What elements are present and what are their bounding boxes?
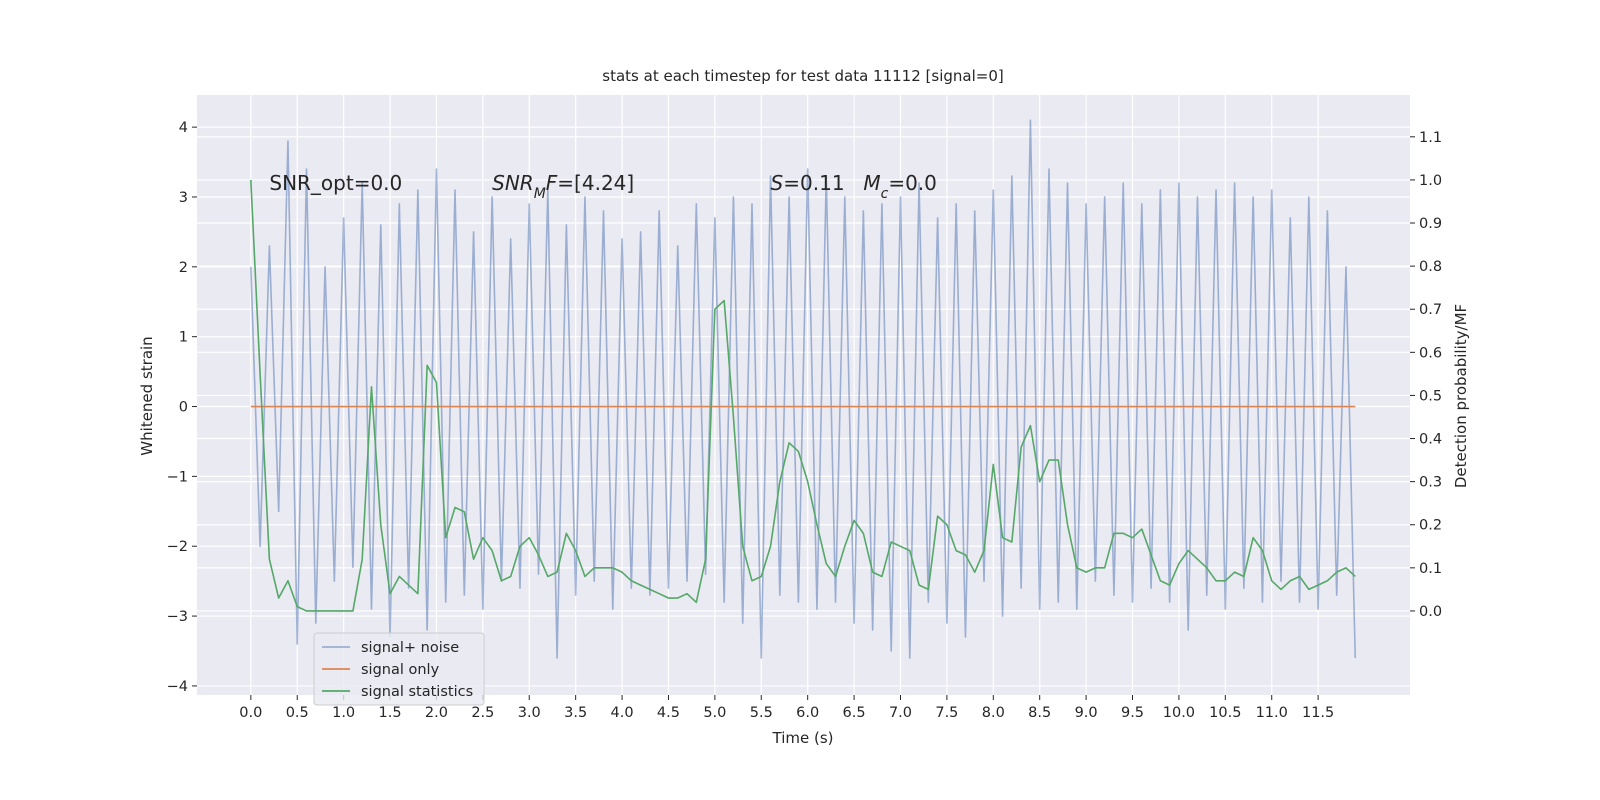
y2-tick-label: 0.5 [1419, 388, 1442, 404]
annotation-part: F [546, 171, 558, 195]
x-tick-label: 8.5 [1028, 705, 1051, 721]
y2-axis-label: Detection probability/MF [1452, 304, 1470, 488]
x-tick-label: 7.0 [889, 705, 912, 721]
y-tick-label: 0 [179, 400, 188, 416]
y2-tick-label: 0.8 [1419, 259, 1442, 275]
annotation-part: S [771, 171, 784, 195]
y-axis-label: Whitened strain [138, 336, 156, 455]
annotation-part: M [863, 171, 880, 195]
legend-label: signal only [361, 662, 440, 678]
y2-tick-label: 0.9 [1419, 216, 1442, 232]
x-tick-label: 11.5 [1302, 705, 1334, 721]
series-line [250, 119, 1357, 659]
y2-tick-label: 1.1 [1419, 130, 1442, 146]
y-tick-label: 3 [179, 190, 188, 206]
y2-tick-label: 1.0 [1419, 173, 1442, 189]
y2-tick-label: 0.4 [1419, 432, 1442, 448]
annotation-part: =0.0 [888, 171, 937, 195]
x-tick-label: 10.5 [1209, 705, 1241, 721]
legend-box [313, 632, 485, 706]
annotation-part: SNR_opt=0.0 [269, 171, 402, 195]
annotation-part: =0.11 [783, 171, 844, 195]
chart-title: stats at each timestep for test data 111… [602, 67, 1003, 85]
y2-tick-label: 0.1 [1419, 561, 1442, 577]
x-tick-label: 4.5 [657, 705, 680, 721]
x-axis-label: Time (s) [772, 729, 834, 747]
x-tick-label: 5.0 [703, 705, 726, 721]
y2-tick-label: 0.2 [1419, 518, 1442, 534]
x-tick-label: 3.5 [564, 705, 587, 721]
annotation-part: SNR [492, 171, 534, 195]
x-tick-label: 5.5 [750, 705, 773, 721]
x-tick-label: 6.0 [796, 705, 819, 721]
y-tick-label: −4 [167, 679, 188, 695]
x-tick-label: 0.0 [239, 705, 262, 721]
series-line [250, 179, 1356, 612]
annotation-part: c [881, 186, 889, 202]
x-tick-label: 11.0 [1256, 705, 1288, 721]
legend-label: signal+ noise [361, 640, 459, 656]
x-tick-label: 10.0 [1163, 705, 1195, 721]
annotation: S=0.11 [771, 171, 845, 195]
x-tick-label: 7.5 [935, 705, 958, 721]
annotation: SNRMF=[4.24] [492, 171, 634, 202]
y-tick-label: −3 [167, 609, 188, 625]
x-tick-label: 8.0 [982, 705, 1005, 721]
y-tick-label: −1 [167, 469, 188, 485]
x-tick-label: 9.0 [1075, 705, 1098, 721]
x-tick-label: 9.5 [1121, 705, 1144, 721]
y2-tick-label: 0.7 [1419, 302, 1442, 318]
y-tick-label: 4 [179, 120, 188, 136]
y2-tick-label: 0.3 [1419, 475, 1442, 491]
x-tick-label: 1.0 [332, 705, 355, 721]
x-tick-label: 0.5 [286, 705, 309, 721]
x-tick-label: 2.0 [425, 705, 448, 721]
y2-tick-label: 0.0 [1419, 604, 1442, 620]
annotation-part: M [534, 186, 546, 202]
y-tick-label: −2 [167, 539, 188, 555]
annotation: Mc=0.0 [863, 171, 937, 202]
annotation-part: =[4.24] [557, 171, 634, 195]
annotation: SNR_opt=0.0 [269, 171, 402, 195]
x-tick-label: 1.5 [379, 705, 402, 721]
x-tick-label: 3.0 [518, 705, 541, 721]
x-tick-label: 2.5 [471, 705, 494, 721]
x-tick-label: 6.5 [843, 705, 866, 721]
legend-label: signal statistics [361, 684, 473, 700]
x-tick-label: 4.0 [611, 705, 634, 721]
y-tick-label: 2 [179, 260, 188, 276]
y-tick-label: 1 [179, 330, 188, 346]
y2-tick-label: 0.6 [1419, 345, 1442, 361]
